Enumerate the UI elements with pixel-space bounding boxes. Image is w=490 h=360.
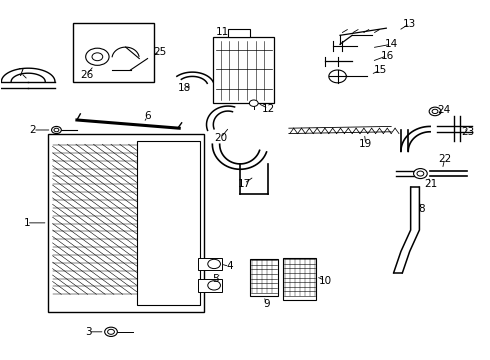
- Bar: [283, 257, 316, 300]
- Text: 3: 3: [85, 327, 92, 337]
- Bar: [198, 279, 222, 292]
- Text: 16: 16: [381, 51, 394, 61]
- Bar: [137, 141, 200, 305]
- Circle shape: [54, 128, 59, 132]
- Text: 11: 11: [216, 27, 229, 37]
- Text: 2: 2: [30, 125, 36, 135]
- Text: 17: 17: [237, 179, 251, 189]
- Text: 8: 8: [418, 204, 425, 214]
- Circle shape: [105, 327, 117, 337]
- Text: 22: 22: [438, 154, 451, 163]
- Circle shape: [51, 126, 61, 134]
- Text: 9: 9: [263, 299, 270, 309]
- Text: 4: 4: [226, 261, 233, 271]
- Circle shape: [432, 109, 438, 113]
- Circle shape: [108, 329, 115, 334]
- Text: 13: 13: [403, 18, 416, 28]
- Text: 14: 14: [385, 39, 398, 49]
- Circle shape: [92, 53, 103, 61]
- Text: 5: 5: [213, 274, 219, 284]
- Circle shape: [417, 171, 424, 176]
- Text: 23: 23: [462, 127, 475, 137]
- Circle shape: [208, 281, 220, 290]
- Text: 26: 26: [80, 69, 93, 80]
- Text: 7: 7: [18, 68, 24, 78]
- Text: 18: 18: [177, 83, 191, 93]
- Text: 12: 12: [262, 104, 275, 113]
- Text: 21: 21: [424, 179, 438, 189]
- Bar: [198, 257, 222, 270]
- Bar: [48, 134, 203, 312]
- Circle shape: [429, 107, 441, 116]
- Text: 25: 25: [153, 47, 167, 57]
- Bar: [228, 29, 250, 37]
- Bar: [213, 37, 274, 103]
- Text: 20: 20: [214, 133, 227, 143]
- Circle shape: [249, 100, 258, 107]
- Text: 6: 6: [144, 111, 151, 121]
- Text: 1: 1: [24, 218, 30, 228]
- Bar: [74, 23, 154, 82]
- Text: 10: 10: [319, 276, 332, 286]
- Text: 19: 19: [359, 139, 372, 149]
- Circle shape: [86, 48, 109, 65]
- Circle shape: [414, 168, 427, 179]
- Text: 15: 15: [374, 65, 387, 75]
- Circle shape: [208, 259, 220, 269]
- Bar: [250, 258, 278, 296]
- Text: 24: 24: [437, 105, 450, 115]
